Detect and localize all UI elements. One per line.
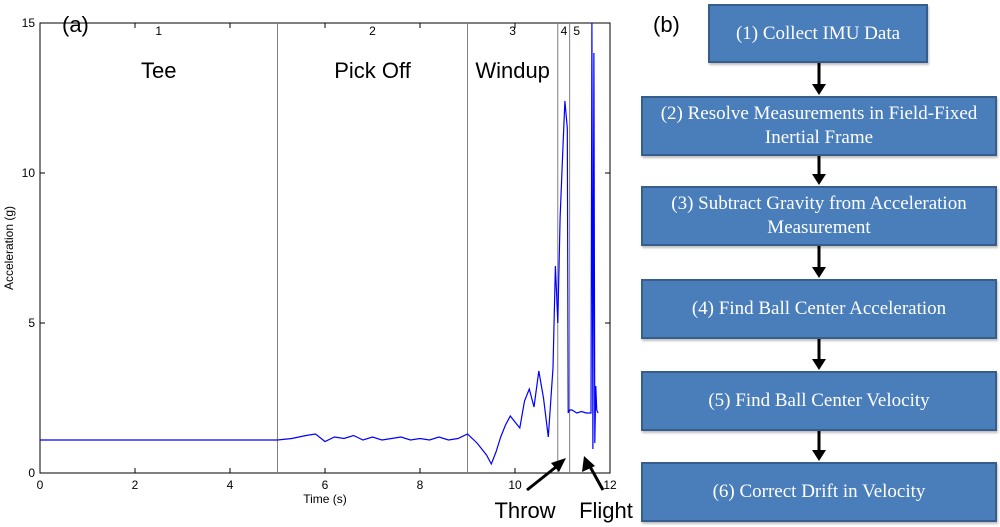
- x-axis-label: Time (s): [303, 492, 347, 506]
- flow-step-resolve-measurements: (2) Resolve Measurements in Field-Fixed …: [641, 96, 997, 156]
- flow-step-ball-center-velocity: (5) Find Ball Center Velocity: [641, 371, 997, 431]
- phase-number-1: 1: [155, 24, 162, 38]
- phase-name-3: Windup: [475, 58, 550, 83]
- x-tick-label: 12: [603, 478, 617, 492]
- acceleration-series-line: [40, 22, 599, 466]
- y-tick-label: 0: [28, 466, 35, 480]
- y-axis-label: Acceleration (g): [2, 206, 16, 290]
- phase-number-2: 2: [369, 24, 376, 38]
- plot-frame: [39, 22, 611, 474]
- phase-name-2: Pick Off: [334, 58, 412, 83]
- y-tick-label: 15: [22, 16, 36, 30]
- flow-step-correct-drift: (6) Correct Drift in Velocity: [641, 462, 997, 522]
- flow-arrow-5-6: [812, 431, 826, 461]
- flight-arrow-head: [582, 456, 595, 472]
- y-tick-label: 10: [22, 166, 36, 180]
- flow-step-ball-center-acceleration: (4) Find Ball Center Acceleration: [641, 279, 997, 339]
- phase-number-5: 5: [573, 24, 580, 38]
- panel-b-label: (b): [653, 12, 680, 37]
- flow-arrow-3-4: [812, 246, 826, 278]
- flow-arrow-1-2: [812, 63, 826, 95]
- x-tick-label: 8: [417, 478, 424, 492]
- x-tick-label: 4: [227, 478, 234, 492]
- flow-arrow-2-3: [812, 156, 826, 185]
- x-tick-label: 6: [322, 478, 329, 492]
- throw-arrow-head: [551, 458, 566, 472]
- y-tick-label: 5: [28, 316, 35, 330]
- throw-annotation: Throw: [494, 498, 555, 523]
- x-tick-label: 0: [37, 478, 44, 492]
- x-tick-label: 2: [132, 478, 139, 492]
- phase-number-4: 4: [561, 24, 568, 38]
- flow-step-subtract-gravity: (3) Subtract Gravity from Acceleration M…: [641, 186, 997, 246]
- x-tick-label: 10: [508, 478, 522, 492]
- flow-step-collect-imu-data: (1) Collect IMU Data: [708, 4, 928, 63]
- panel-a-label: (a): [62, 12, 89, 37]
- phase-name-1: Tee: [141, 58, 176, 83]
- flow-arrow-4-5: [812, 339, 826, 370]
- flight-annotation: Flight: [579, 498, 633, 523]
- phase-number-3: 3: [509, 24, 516, 38]
